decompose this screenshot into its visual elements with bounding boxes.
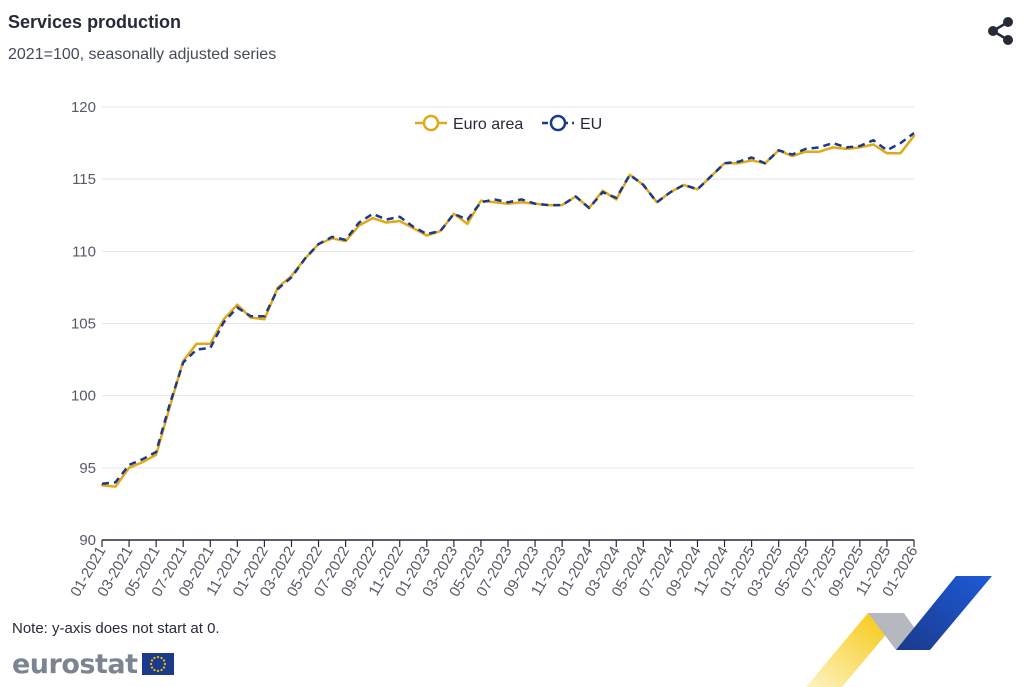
legend-marker-eu (549, 114, 567, 132)
series-lines (100, 131, 916, 488)
eu-flag-icon (141, 653, 174, 675)
series-line-eu[interactable] (101, 131, 915, 485)
x-axis-ticks: 01-202103-202105-202107-202109-202111-20… (67, 540, 921, 600)
y-tick-label: 120 (71, 99, 96, 116)
y-tick-label: 95 (79, 460, 96, 477)
logo-text: eurostat (12, 648, 138, 680)
services-production-chart: 90 95 100 105 110 115 120 01-202103-202105-202… (67, 99, 921, 600)
legend-label-eu: EU (580, 116, 602, 133)
legend-item-euro-area[interactable]: Euro area (415, 114, 523, 133)
y-axis-ticks: 90 95 100 105 110 115 120 (71, 99, 96, 549)
legend-item-eu[interactable]: EU (542, 114, 602, 133)
chart-title: Services production (8, 12, 182, 32)
legend-label-euro-area: Euro area (453, 116, 523, 133)
legend: Euro area EU (415, 114, 602, 133)
series-line-euro-area[interactable] (100, 134, 916, 488)
share-icon[interactable] (984, 14, 1018, 48)
y-tick-label: 105 (71, 316, 96, 333)
eurostat-logo[interactable]: eurostat (12, 648, 174, 680)
chart-subtitle: 2021=100, seasonally adjusted series (8, 46, 277, 63)
y-tick-label: 100 (71, 388, 96, 405)
y-tick-label: 110 (72, 243, 96, 260)
y-tick-label: 90 (79, 532, 96, 549)
y-tick-label: 115 (72, 171, 96, 188)
legend-marker-euro-area (422, 114, 440, 132)
eurostat-ribbon-decoration (806, 576, 992, 687)
footnote: Note: y-axis does not start at 0. (12, 620, 220, 637)
